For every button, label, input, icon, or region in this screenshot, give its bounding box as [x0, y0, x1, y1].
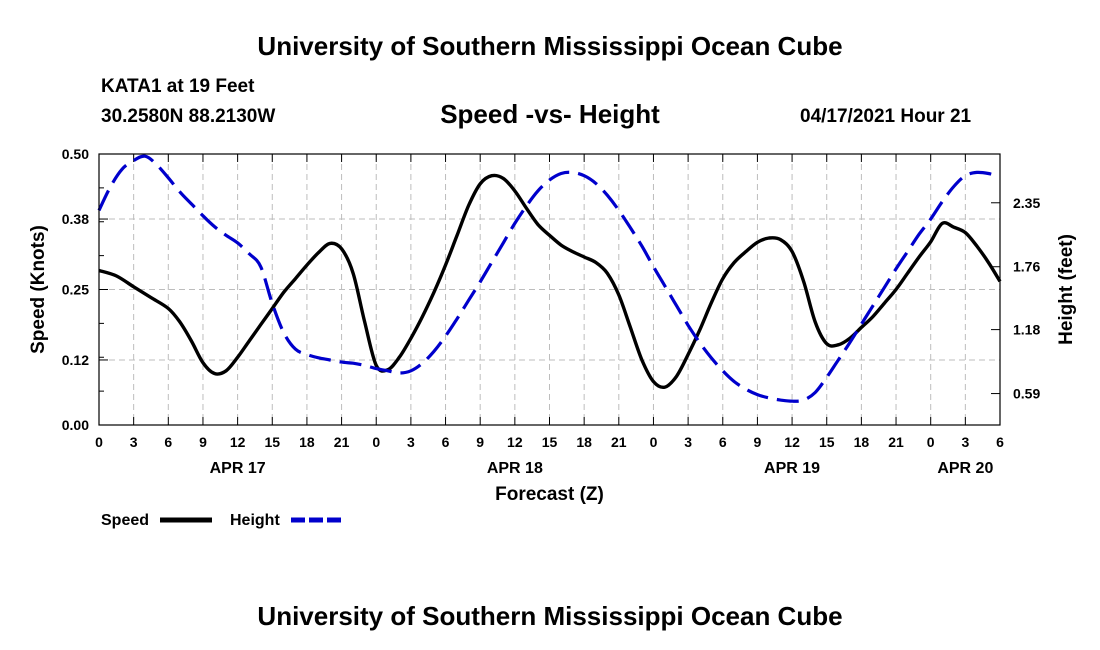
x-tick-label: 15	[542, 434, 558, 450]
day-label: APR 17	[210, 460, 266, 477]
x-tick-label: 9	[754, 434, 762, 450]
x-tick-label: 6	[719, 434, 727, 450]
y-right-tick-label: 2.35	[1013, 195, 1040, 211]
y-left-axis-label: Speed (Knots)	[28, 225, 49, 354]
y-right-axis-label: Height (feet)	[1056, 234, 1077, 345]
legend-label-height: Height	[230, 512, 280, 529]
x-tick-label: 15	[819, 434, 835, 450]
x-tick-label: 18	[576, 434, 592, 450]
day-label: APR 20	[937, 460, 993, 477]
x-tick-label: 21	[611, 434, 627, 450]
series-line-height	[97, 154, 1001, 403]
plot-frame	[98, 153, 1001, 426]
y-right-tick-label: 1.76	[1013, 259, 1040, 275]
y-left-tick-label: 0.38	[62, 211, 89, 227]
y-left-tick-label: 0.50	[62, 146, 89, 162]
x-tick-label: 0	[372, 434, 380, 450]
x-tick-label: 18	[854, 434, 870, 450]
timestamp-label: 04/17/2021 Hour 21	[800, 106, 972, 127]
legend-label-speed: Speed	[101, 512, 149, 529]
y-left-tick-label: 0.12	[62, 352, 89, 368]
x-tick-label: 0	[927, 434, 935, 450]
x-tick-label: 3	[684, 434, 692, 450]
x-tick-label: 0	[650, 434, 658, 450]
x-tick-label: 21	[888, 434, 904, 450]
chart-title: Speed -vs- Height	[440, 99, 660, 129]
x-tick-label: 3	[961, 434, 969, 450]
x-tick-label: 0	[95, 434, 103, 450]
day-label: APR 19	[764, 460, 820, 477]
x-tick-label: 9	[476, 434, 484, 450]
x-tick-label: 3	[407, 434, 415, 450]
x-tick-label: 12	[784, 434, 800, 450]
y-left-tick-label: 0.25	[62, 282, 89, 298]
page-title-top: University of Southern Mississippi Ocean…	[257, 31, 843, 61]
x-tick-label: 21	[334, 434, 350, 450]
y-left-tick-label: 0.00	[62, 417, 89, 433]
station-label: KATA1 at 19 Feet	[101, 76, 255, 97]
x-tick-label: 9	[199, 434, 207, 450]
y-right-tick-label: 1.18	[1013, 322, 1040, 338]
day-label: APR 18	[487, 460, 543, 477]
x-tick-label: 6	[164, 434, 172, 450]
page-title-bottom: University of Southern Mississippi Ocean…	[257, 601, 843, 631]
x-axis-label: Forecast (Z)	[495, 484, 604, 505]
x-tick-label: 12	[230, 434, 246, 450]
y-right-tick-label: 0.59	[1013, 386, 1040, 402]
x-tick-label: 15	[264, 434, 280, 450]
x-tick-label: 18	[299, 434, 315, 450]
x-tick-label: 3	[130, 434, 138, 450]
location-label: 30.2580N 88.2130W	[101, 106, 276, 127]
x-tick-label: 6	[442, 434, 450, 450]
x-tick-label: 6	[996, 434, 1004, 450]
x-tick-label: 12	[507, 434, 523, 450]
